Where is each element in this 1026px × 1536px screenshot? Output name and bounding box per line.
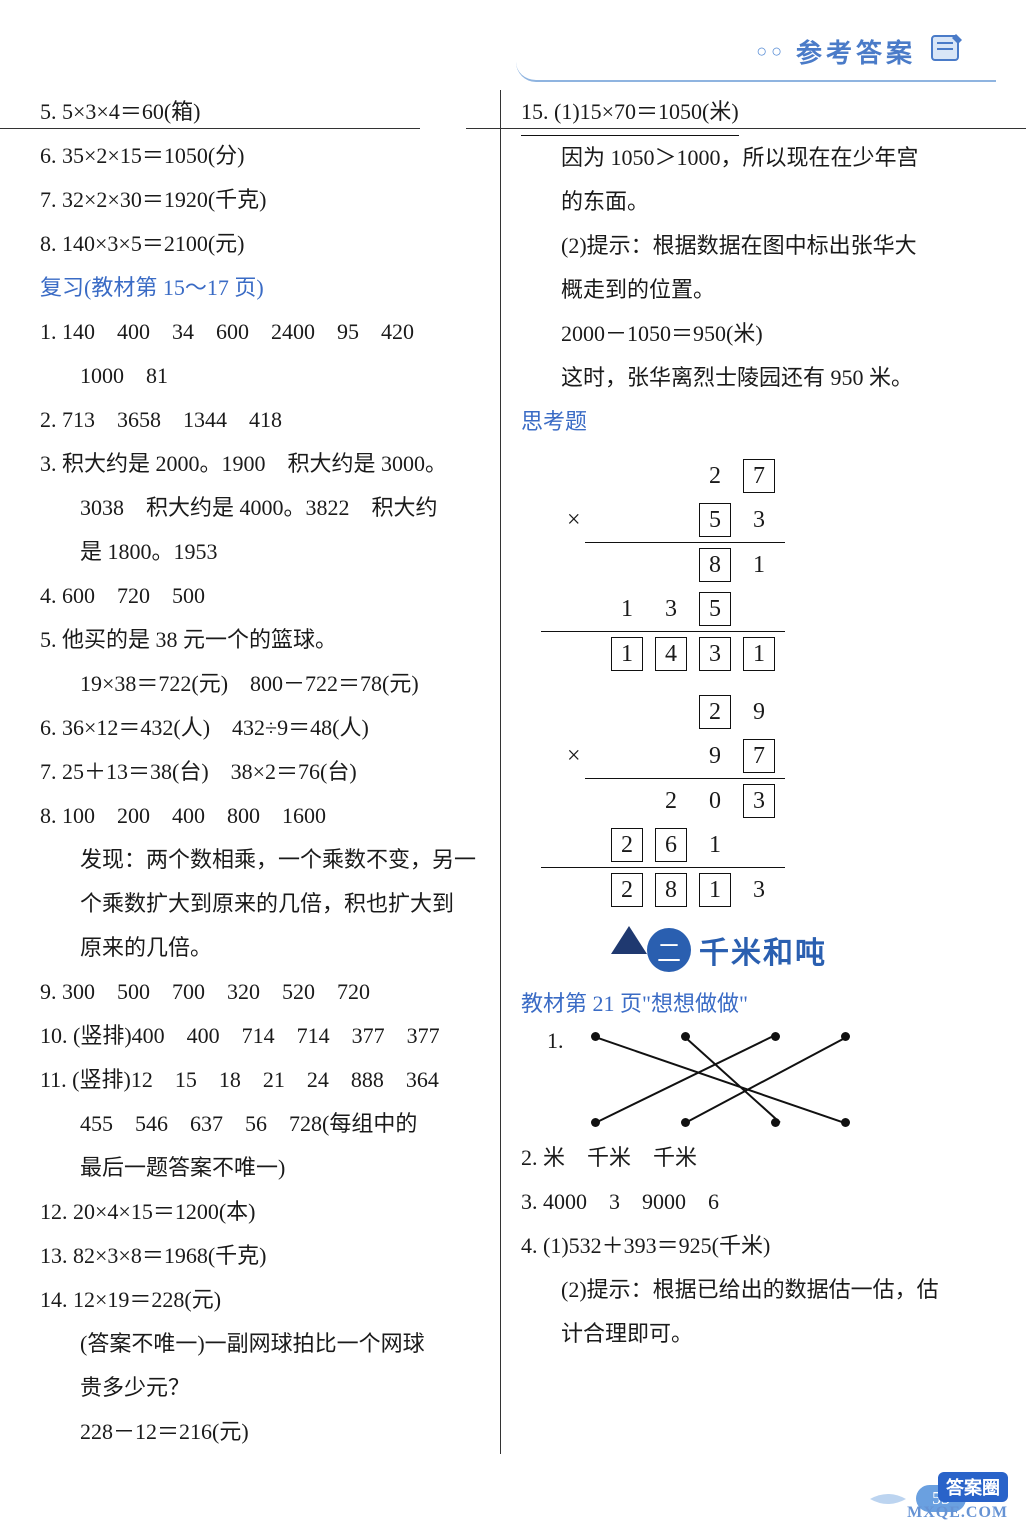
ans-15b: 因为 1050＞1000，所以现在在少年宫 xyxy=(521,136,986,180)
review-11a: 11. (竖排)12 15 18 21 24 888 364 xyxy=(40,1058,480,1102)
chapter-number-badge: 二 xyxy=(647,928,691,972)
ans-15a: 15. (1)15×70＝1050(米) xyxy=(521,90,986,136)
chapter-heading: 二 千米和吨 xyxy=(611,928,986,972)
chapter-triangle-icon xyxy=(611,926,647,954)
review-10: 10. (竖排)400 400 714 714 377 377 xyxy=(40,1014,480,1058)
rule-top-right xyxy=(466,128,1026,129)
review-4: 4. 600 720 500 xyxy=(40,574,480,618)
q3: 3. 4000 3 9000 6 xyxy=(521,1180,986,1224)
review-11c: 最后一题答案不唯一) xyxy=(40,1146,480,1190)
ans-15g: 这时，张华离烈士陵园还有 950 米。 xyxy=(521,356,986,400)
watermark-badge: 答案圈 xyxy=(938,1472,1008,1502)
q1-label: 1. xyxy=(547,1028,564,1054)
ans-15d: (2)提示：根据数据在图中标出张华大 xyxy=(521,224,986,268)
review-14c: 贵多少元？ xyxy=(40,1366,480,1410)
review-14a: 14. 12×19＝228(元) xyxy=(40,1278,480,1322)
header-swoosh xyxy=(516,62,996,82)
review-8c: 个乘数扩大到原来的几倍，积也扩大到 xyxy=(40,882,480,926)
review-14d: 228－12＝216(元) xyxy=(40,1410,480,1454)
review-5b: 19×38＝722(元) 800－722＝78(元) xyxy=(40,662,480,706)
page-header: ○○ 参考答案 xyxy=(756,30,966,72)
multiplication-1: 27×53811351431 xyxy=(561,454,986,676)
review-1b: 1000 81 xyxy=(40,354,480,398)
textbook-ref: 教材第 21 页"想想做做" xyxy=(521,982,986,1026)
header-dots: ○○ xyxy=(756,41,786,62)
watermark-url: MXQE.COM xyxy=(907,1504,1008,1522)
q4c: 计合理即可。 xyxy=(521,1312,986,1356)
review-3c: 是 1800。1953 xyxy=(40,530,480,574)
review-13: 13. 82×3×8＝1968(千克) xyxy=(40,1234,480,1278)
review-12: 12. 20×4×15＝1200(本) xyxy=(40,1190,480,1234)
review-11b: 455 546 637 56 728(每组中的 xyxy=(40,1102,480,1146)
footer-swoosh-icon xyxy=(868,1487,908,1511)
left-column: 5. 5×3×4＝60(箱) 6. 35×2×15＝1050(分) 7. 32×… xyxy=(40,90,500,1454)
chapter-title: 千米和吨 xyxy=(699,928,827,972)
watermark: 答案圈 MXQE.COM xyxy=(907,1472,1008,1522)
review-8d: 原来的几倍。 xyxy=(40,926,480,970)
review-8a: 8. 100 200 400 800 1600 xyxy=(40,794,480,838)
ans-7: 7. 32×2×30＝1920(千克) xyxy=(40,178,480,222)
q2: 2. 米 千米 千米 xyxy=(521,1136,986,1180)
ans-8: 8. 140×3×5＝2100(元) xyxy=(40,222,480,266)
review-5a: 5. 他买的是 38 元一个的篮球。 xyxy=(40,618,480,662)
content-columns: 5. 5×3×4＝60(箱) 6. 35×2×15＝1050(分) 7. 32×… xyxy=(0,0,1026,1494)
review-3b: 3038 积大约是 4000。3822 积大约 xyxy=(40,486,480,530)
review-3a: 3. 积大约是 2000。1900 积大约是 3000。 xyxy=(40,442,480,486)
right-column: 15. (1)15×70＝1050(米) 因为 1050＞1000，所以现在在少… xyxy=(500,90,986,1454)
q4b: (2)提示：根据已给出的数据估一估，估 xyxy=(521,1268,986,1312)
review-8b: 发现：两个数相乘，一个乘数不变，另一 xyxy=(40,838,480,882)
section-sikao: 思考题 xyxy=(521,400,986,444)
ans-15f: 2000－1050＝950(米) xyxy=(521,312,986,356)
multiplication-2: 29×972032612813 xyxy=(561,690,986,912)
review-1a: 1. 140 400 34 600 2400 95 420 xyxy=(40,310,480,354)
rule-top-left xyxy=(0,128,420,129)
review-6: 6. 36×12＝432(人) 432÷9＝48(人) xyxy=(40,706,480,750)
matching-diagram: 1. xyxy=(581,1026,841,1136)
q4a: 4. (1)532＋393＝925(千米) xyxy=(521,1224,986,1268)
review-14b: (答案不唯一)一副网球拍比一个网球 xyxy=(40,1322,480,1366)
section-fuxi: 复习(教材第 15～17 页) xyxy=(40,266,480,310)
ans-15c: 的东面。 xyxy=(521,180,986,224)
ans-6: 6. 35×2×15＝1050(分) xyxy=(40,134,480,178)
review-7: 7. 25＋13＝38(台) 38×2＝76(台) xyxy=(40,750,480,794)
review-2: 2. 713 3658 1344 418 xyxy=(40,398,480,442)
review-9: 9. 300 500 700 320 520 720 xyxy=(40,970,480,1014)
ans-15e: 概走到的位置。 xyxy=(521,268,986,312)
